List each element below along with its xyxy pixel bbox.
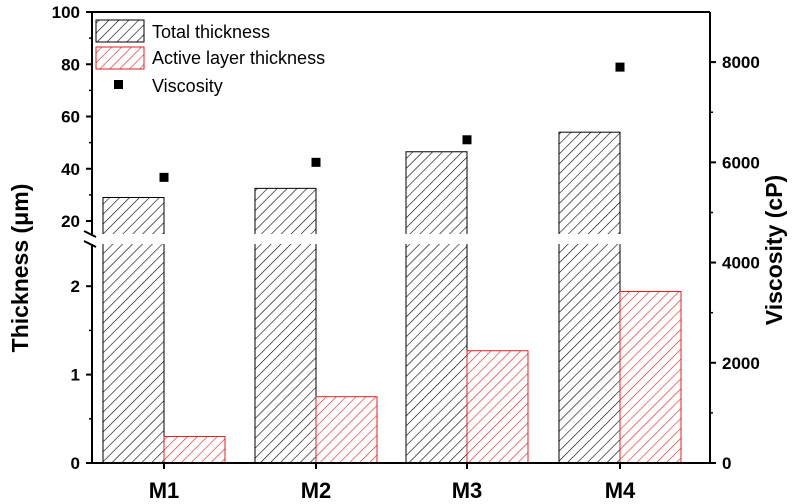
bar-active-layer-thickness-M3 [466,350,529,464]
legend-marker-viscosity [114,80,123,89]
right-axis-label: Viscosity (cP) [761,175,787,325]
left-tick-label-20: 20 [61,212,80,231]
right-tick-label-2000: 2000 [722,354,760,373]
right-tick-label-4000: 4000 [722,254,760,273]
x-tick-label-M2: M2 [301,478,332,503]
right-tick-label-6000: 6000 [722,153,760,172]
right-tick-label-8000: 8000 [722,53,760,72]
legend-label-active-layer-thickness: Active layer thickness [152,48,325,68]
right-tick-label-0: 0 [722,454,731,473]
viscosity-point-M2 [311,157,321,167]
left-tick-label-2: 2 [71,277,80,296]
x-tick-label-M1: M1 [149,478,180,503]
left-tick-label-40: 40 [61,160,80,179]
left-axis-label: Thickness (μm) [7,184,33,353]
left-tick-label-0: 0 [71,454,80,473]
axis-break-mark-top [83,230,97,238]
viscosity-point-M3 [462,135,472,145]
x-tick-label-M3: M3 [452,478,483,503]
legend-swatch-active-layer-thickness [95,46,145,70]
axis-break-mark-bottom [83,240,97,248]
bar-total-thickness-M2 [254,187,317,464]
viscosity-point-M4 [615,62,625,72]
bar-total-thickness-M3 [405,151,468,464]
bar-active-layer-thickness-M1 [163,435,226,464]
legend-swatch-total-thickness [95,19,145,43]
left-tick-label-100: 100 [52,3,80,22]
legend-label-viscosity: Viscosity [152,76,223,96]
bar-active-layer-thickness-M2 [315,396,378,464]
left-tick-label-60: 60 [61,108,80,127]
axis-break-gap [80,234,710,244]
legend-label-total-thickness: Total thickness [152,22,270,42]
x-tick-label-M4: M4 [605,478,636,503]
viscosity-point-M1 [159,172,169,182]
left-tick-label-80: 80 [61,55,80,74]
bar-active-layer-thickness-M4 [619,291,682,464]
left-tick-label-1: 1 [71,366,80,385]
bar-total-thickness-M4 [558,131,621,464]
